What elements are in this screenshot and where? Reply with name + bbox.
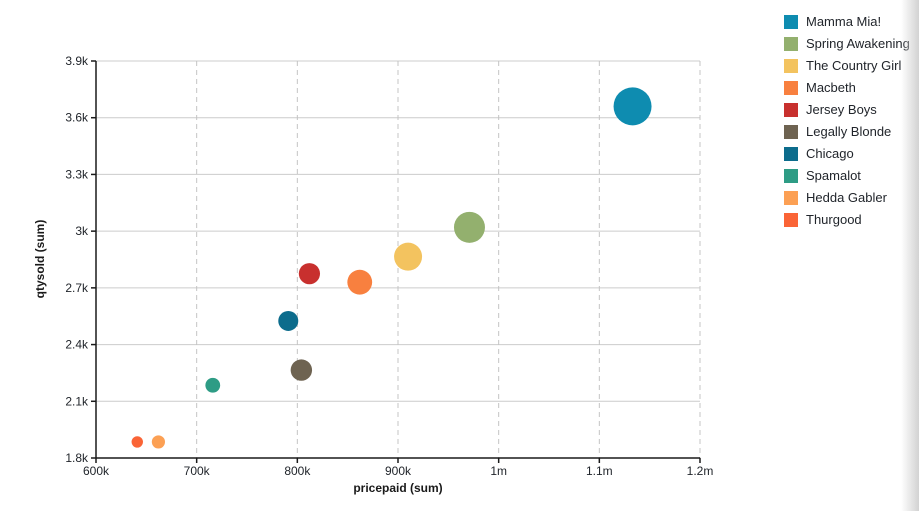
y-tick-label: 2.4k <box>65 338 89 352</box>
legend-item-label: Legally Blonde <box>806 124 892 139</box>
legend-item-label: Thurgood <box>806 212 862 227</box>
x-tick-label: 900k <box>385 464 412 478</box>
x-tick-label: 800k <box>284 464 311 478</box>
y-tick-label: 3.3k <box>65 167 89 181</box>
bubble-legally-blonde[interactable] <box>290 359 313 381</box>
bubble-chicago[interactable] <box>278 310 299 331</box>
scatter-plot: 1.8k 2.1k 2.4k 2.7k 3k 3.3k 3.6k 3.9k 600k 700k 80… <box>65 54 714 478</box>
legend-swatch <box>784 213 798 227</box>
legend-swatch <box>784 191 798 205</box>
legend-item-label: Hedda Gabler <box>806 190 887 205</box>
bubble-hedda-gabler[interactable] <box>151 435 166 449</box>
legend-swatch <box>784 81 798 95</box>
legend-item-label: Macbeth <box>806 80 856 95</box>
legend-swatch <box>784 37 798 51</box>
legend-item[interactable]: Legally Blonde <box>784 125 910 139</box>
x-tick-label: 1m <box>490 464 507 478</box>
x-tick-label: 1.2m <box>687 464 714 478</box>
legend-item[interactable]: Thurgood <box>784 213 910 227</box>
bubble-macbeth[interactable] <box>347 269 373 295</box>
legend-swatch <box>784 147 798 161</box>
legend-item-label: Jersey Boys <box>806 102 877 117</box>
x-tick-label: 700k <box>184 464 211 478</box>
legend-swatch <box>784 103 798 117</box>
legend-swatch <box>784 59 798 73</box>
bubble-the-country-girl[interactable] <box>394 242 423 271</box>
x-axis-title: pricepaid (sum) <box>353 481 443 495</box>
y-tick-label: 1.8k <box>65 451 89 465</box>
legend-item-label: Spring Awakening <box>806 36 910 51</box>
legend-item[interactable]: Mamma Mia! <box>784 15 910 29</box>
y-tick-label: 3.6k <box>65 111 89 125</box>
bubble-jersey-boys[interactable] <box>298 263 321 285</box>
legend-swatch <box>784 169 798 183</box>
bubble-spring-awakening[interactable] <box>453 211 485 243</box>
y-axis-title: qtysold (sum) <box>33 219 47 299</box>
legend-item[interactable]: Spring Awakening <box>784 37 910 51</box>
legend-item-label: Chicago <box>806 146 854 161</box>
bubble-mamma-mia[interactable] <box>613 87 652 126</box>
y-tick-label: 3k <box>75 224 89 238</box>
bubble-spamalot[interactable] <box>205 377 221 393</box>
legend-swatch <box>784 125 798 139</box>
legend-item[interactable]: The Country Girl <box>784 59 910 73</box>
y-tick-label: 3.9k <box>65 54 89 68</box>
y-tick-label: 2.7k <box>65 281 89 295</box>
legend-item-label: Spamalot <box>806 168 861 183</box>
legend-swatch <box>784 15 798 29</box>
scrollbar-gutter <box>901 0 919 511</box>
legend: Mamma Mia! Spring Awakening The Country Gi… <box>784 15 910 227</box>
legend-item[interactable]: Jersey Boys <box>784 103 910 117</box>
legend-item[interactable]: Macbeth <box>784 81 910 95</box>
legend-item[interactable]: Hedda Gabler <box>784 191 910 205</box>
x-tick-label: 1.1m <box>586 464 613 478</box>
legend-item-label: The Country Girl <box>806 58 902 73</box>
legend-item[interactable]: Spamalot <box>784 169 910 183</box>
y-tick-label: 2.1k <box>65 394 89 408</box>
legend-item[interactable]: Chicago <box>784 147 910 161</box>
bubble-thurgood[interactable] <box>131 436 143 448</box>
x-tick-label: 600k <box>83 464 110 478</box>
legend-item-label: Mamma Mia! <box>806 14 882 29</box>
